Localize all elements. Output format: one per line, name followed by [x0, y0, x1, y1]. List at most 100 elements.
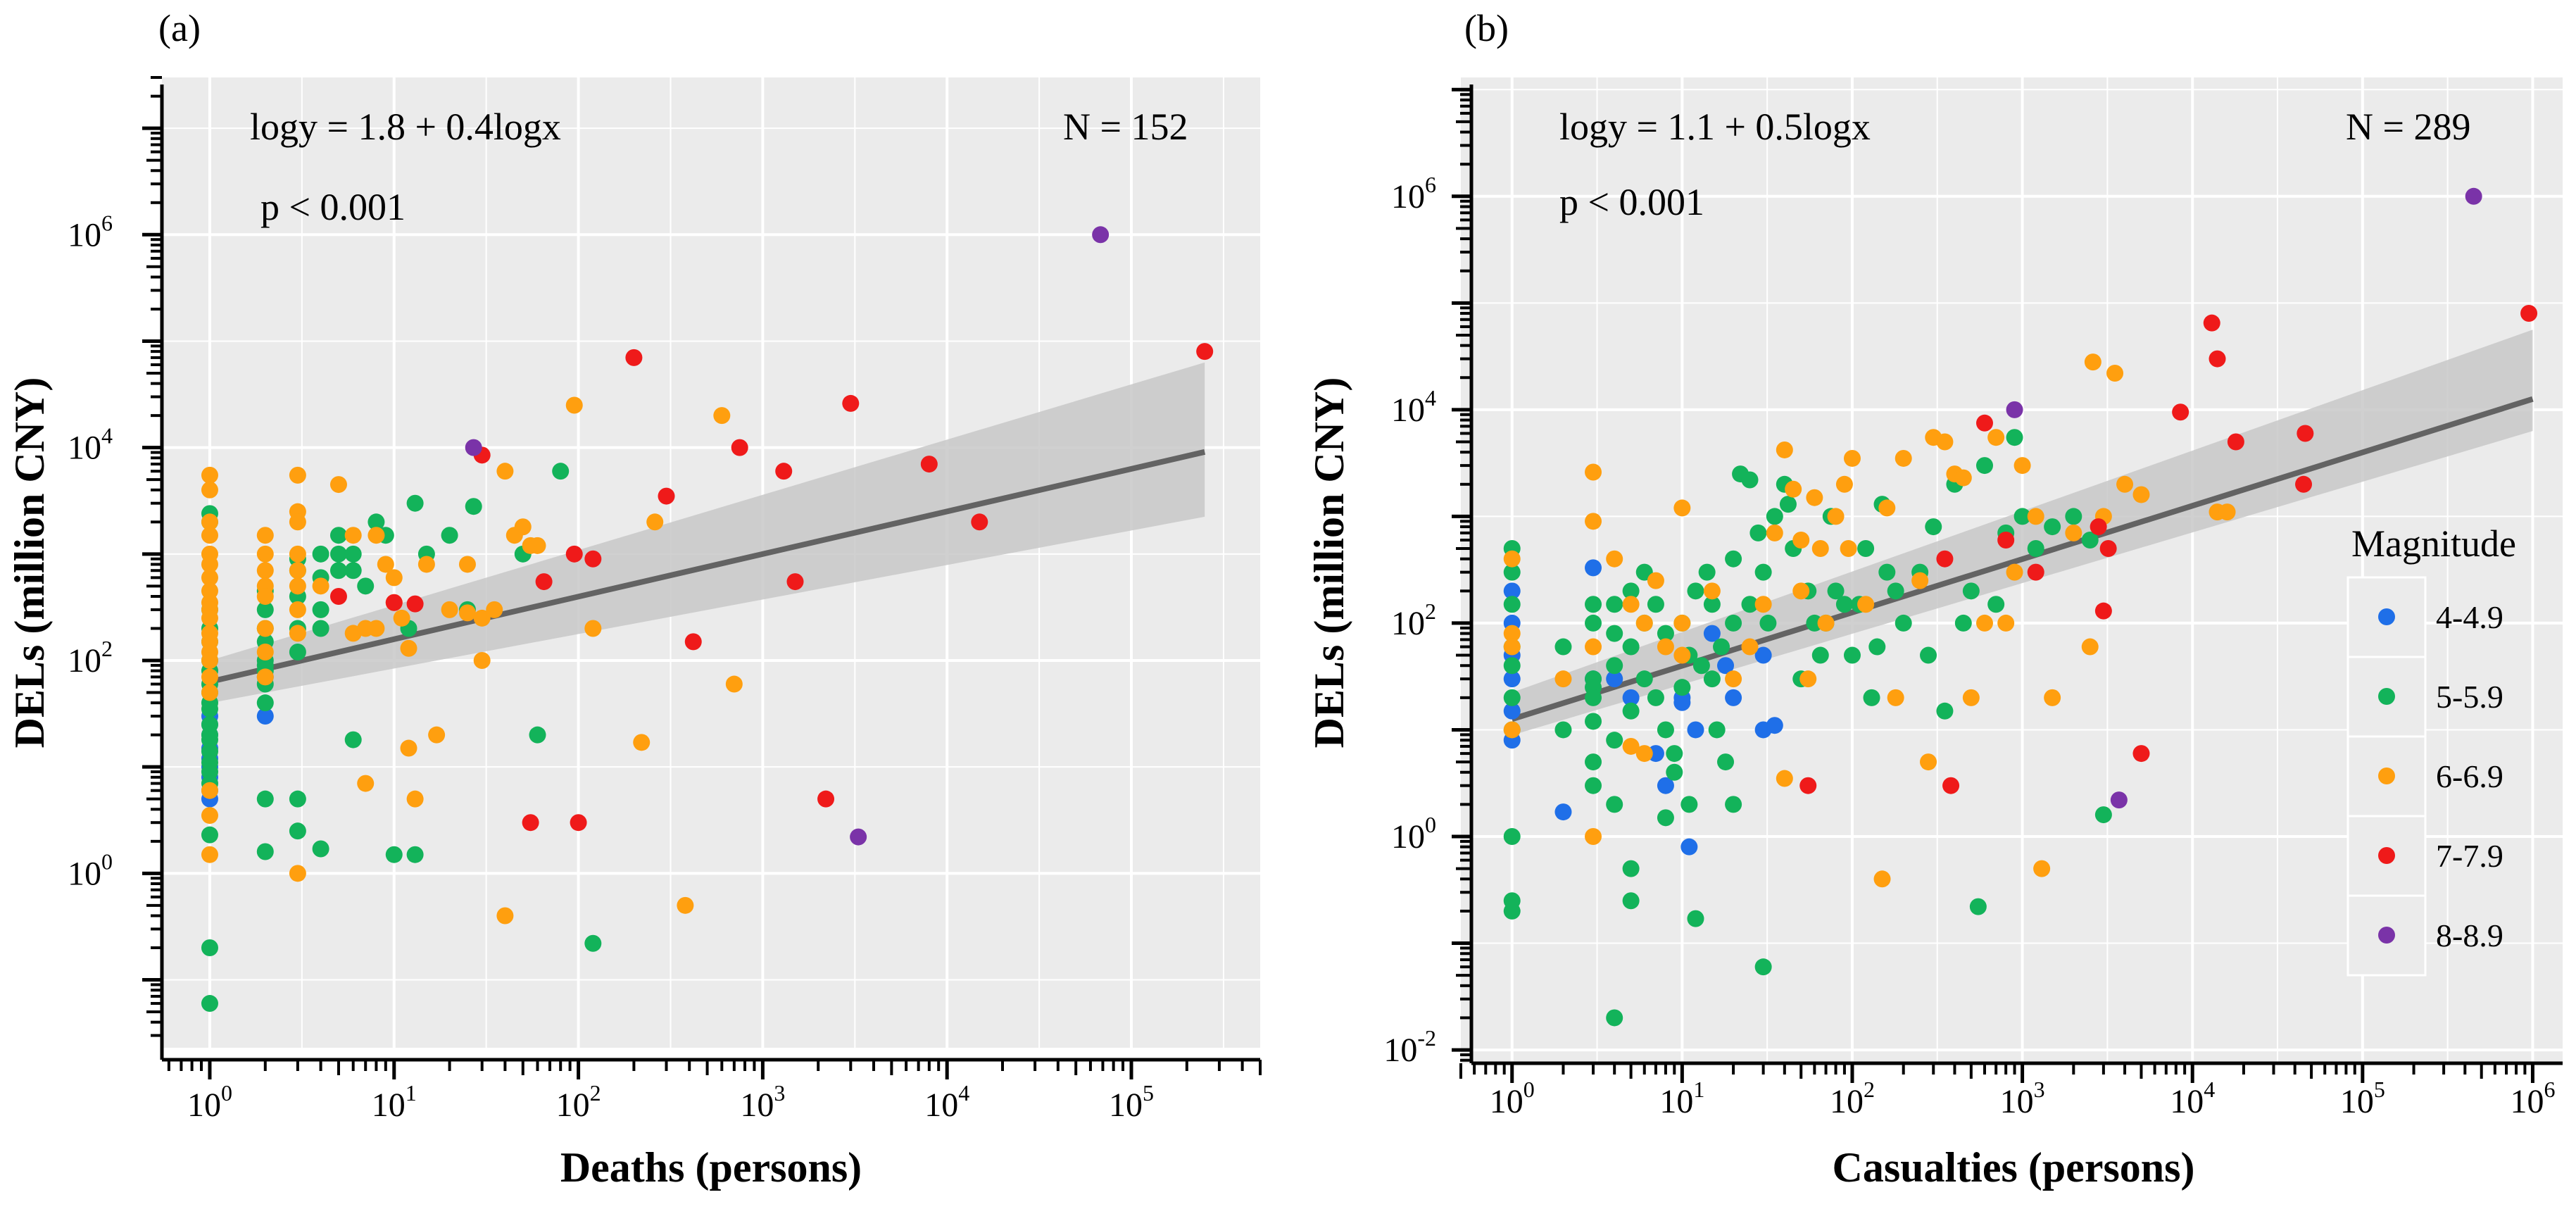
data-point-4-4.9 — [1503, 702, 1521, 720]
data-point-6-6.9 — [1503, 721, 1521, 739]
data-point-6-6.9 — [1936, 433, 1954, 451]
data-point-6-6.9 — [529, 537, 546, 554]
panel-a-x-axis-title: Deaths (persons) — [560, 1144, 862, 1191]
panel-a-equation: logy = 1.8 + 0.4logx — [250, 106, 561, 148]
data-point-6-6.9 — [256, 587, 274, 605]
data-point-6-6.9 — [458, 556, 476, 573]
data-point-5-5.9 — [201, 700, 218, 718]
data-point-6-6.9 — [400, 739, 417, 757]
data-point-6-6.9 — [201, 556, 218, 573]
data-point-8-8.9 — [2006, 401, 2023, 418]
data-point-5-5.9 — [201, 939, 218, 957]
data-point-7-7.9 — [2520, 305, 2538, 322]
data-point-5-5.9 — [1622, 892, 1640, 910]
data-point-6-6.9 — [357, 775, 375, 792]
panel-a-y-axis-title: DELs (million CNY) — [6, 377, 53, 748]
data-point-6-6.9 — [2006, 563, 2023, 581]
data-point-6-6.9 — [1975, 614, 1993, 632]
data-point-4-4.9 — [1503, 582, 1521, 600]
data-point-5-5.9 — [1759, 614, 1777, 632]
data-point-5-5.9 — [1622, 582, 1640, 600]
data-point-5-5.9 — [1606, 732, 1623, 749]
data-point-6-6.9 — [367, 620, 385, 637]
panel-b-p-value: p < 0.001 — [1559, 181, 1704, 223]
regression-line — [1511, 396, 2534, 722]
data-point-5-5.9 — [1503, 563, 1521, 581]
data-point-7-7.9 — [2297, 425, 2314, 442]
y-tick-label: 104 — [1391, 385, 1436, 429]
data-point-5-5.9 — [1954, 614, 1972, 632]
data-point-6-6.9 — [486, 601, 503, 618]
confidence-band-area — [1512, 330, 2533, 736]
data-point-5-5.9 — [201, 731, 218, 748]
data-point-6-6.9 — [289, 513, 306, 531]
data-point-6-6.9 — [201, 466, 218, 484]
data-point-5-5.9 — [1925, 518, 1942, 536]
data-point-7-7.9 — [1196, 343, 1214, 361]
data-point-6-6.9 — [201, 684, 218, 701]
data-point-6-6.9 — [1920, 753, 1937, 771]
data-point-6-6.9 — [1840, 540, 1857, 558]
data-point-6-6.9 — [725, 675, 743, 693]
data-point-5-5.9 — [1622, 860, 1640, 877]
data-point-5-5.9 — [406, 494, 424, 512]
panel-a-tick-labels: 100 101 102 103 104 105 100 102 104 106 — [68, 210, 1154, 1124]
legend-label: 4-4.9 — [2436, 599, 2503, 635]
data-point-5-5.9 — [1503, 902, 1521, 920]
data-point-5-5.9 — [1585, 689, 1602, 706]
y-tick-label: 100 — [68, 848, 113, 892]
data-point-5-5.9 — [1692, 657, 1710, 675]
data-point-6-6.9 — [473, 651, 491, 669]
x-tick-label: 102 — [1830, 1077, 1875, 1120]
data-point-5-5.9 — [1703, 596, 1721, 613]
data-point-5-5.9 — [357, 577, 375, 595]
data-point-7-7.9 — [385, 594, 403, 611]
data-point-6-6.9 — [289, 601, 306, 618]
data-point-6-6.9 — [1817, 614, 1835, 632]
data-point-5-5.9 — [1606, 1009, 1623, 1027]
data-point-7-7.9 — [584, 550, 602, 568]
data-point-6-6.9 — [417, 556, 435, 573]
data-point-5-5.9 — [329, 562, 347, 580]
data-point-5-5.9 — [344, 731, 362, 748]
data-point-5-5.9 — [529, 726, 546, 744]
legend-label: 8-8.9 — [2436, 917, 2503, 953]
data-point-6-6.9 — [377, 556, 394, 573]
data-point-5-5.9 — [201, 826, 218, 844]
data-point-5-5.9 — [2027, 540, 2044, 558]
data-point-7-7.9 — [2132, 745, 2150, 763]
data-point-4-4.9 — [1657, 777, 1674, 794]
data-point-7-7.9 — [625, 349, 643, 366]
data-point-5-5.9 — [1606, 657, 1623, 675]
data-point-5-5.9 — [1606, 596, 1623, 613]
data-point-5-5.9 — [289, 822, 306, 840]
data-point-6-6.9 — [1785, 480, 1802, 498]
data-point-7-7.9 — [1942, 777, 1960, 794]
data-point-6-6.9 — [1647, 572, 1664, 589]
data-point-5-5.9 — [1666, 763, 1683, 781]
x-tick-label: 104 — [924, 1080, 969, 1124]
data-point-7-7.9 — [684, 633, 702, 651]
data-point-7-7.9 — [2209, 350, 2226, 368]
legend-marker — [2378, 608, 2395, 625]
data-point-5-5.9 — [1687, 582, 1704, 600]
data-point-5-5.9 — [256, 790, 274, 808]
data-point-6-6.9 — [514, 518, 532, 536]
data-point-7-7.9 — [1936, 550, 1954, 568]
data-point-5-5.9 — [1962, 582, 1980, 600]
data-point-6-6.9 — [496, 463, 514, 480]
data-point-6-6.9 — [1673, 614, 1691, 632]
data-point-5-5.9 — [201, 995, 218, 1013]
panel-a-n-label: N = 152 — [1063, 106, 1188, 148]
data-point-6-6.9 — [2013, 457, 2031, 475]
data-point-5-5.9 — [1713, 638, 1730, 656]
panel-b-n-label: N = 289 — [2346, 106, 2470, 148]
data-point-7-7.9 — [570, 814, 587, 832]
data-point-5-5.9 — [1703, 670, 1721, 688]
panel-a-fit-line — [209, 449, 1206, 685]
panel-a-axes — [142, 76, 1262, 1079]
panel-a-p-value: p < 0.001 — [260, 186, 406, 228]
confidence-band-area — [209, 362, 1205, 703]
y-tick-label: 10-2 — [1383, 1025, 1436, 1069]
data-point-5-5.9 — [1863, 689, 1880, 706]
